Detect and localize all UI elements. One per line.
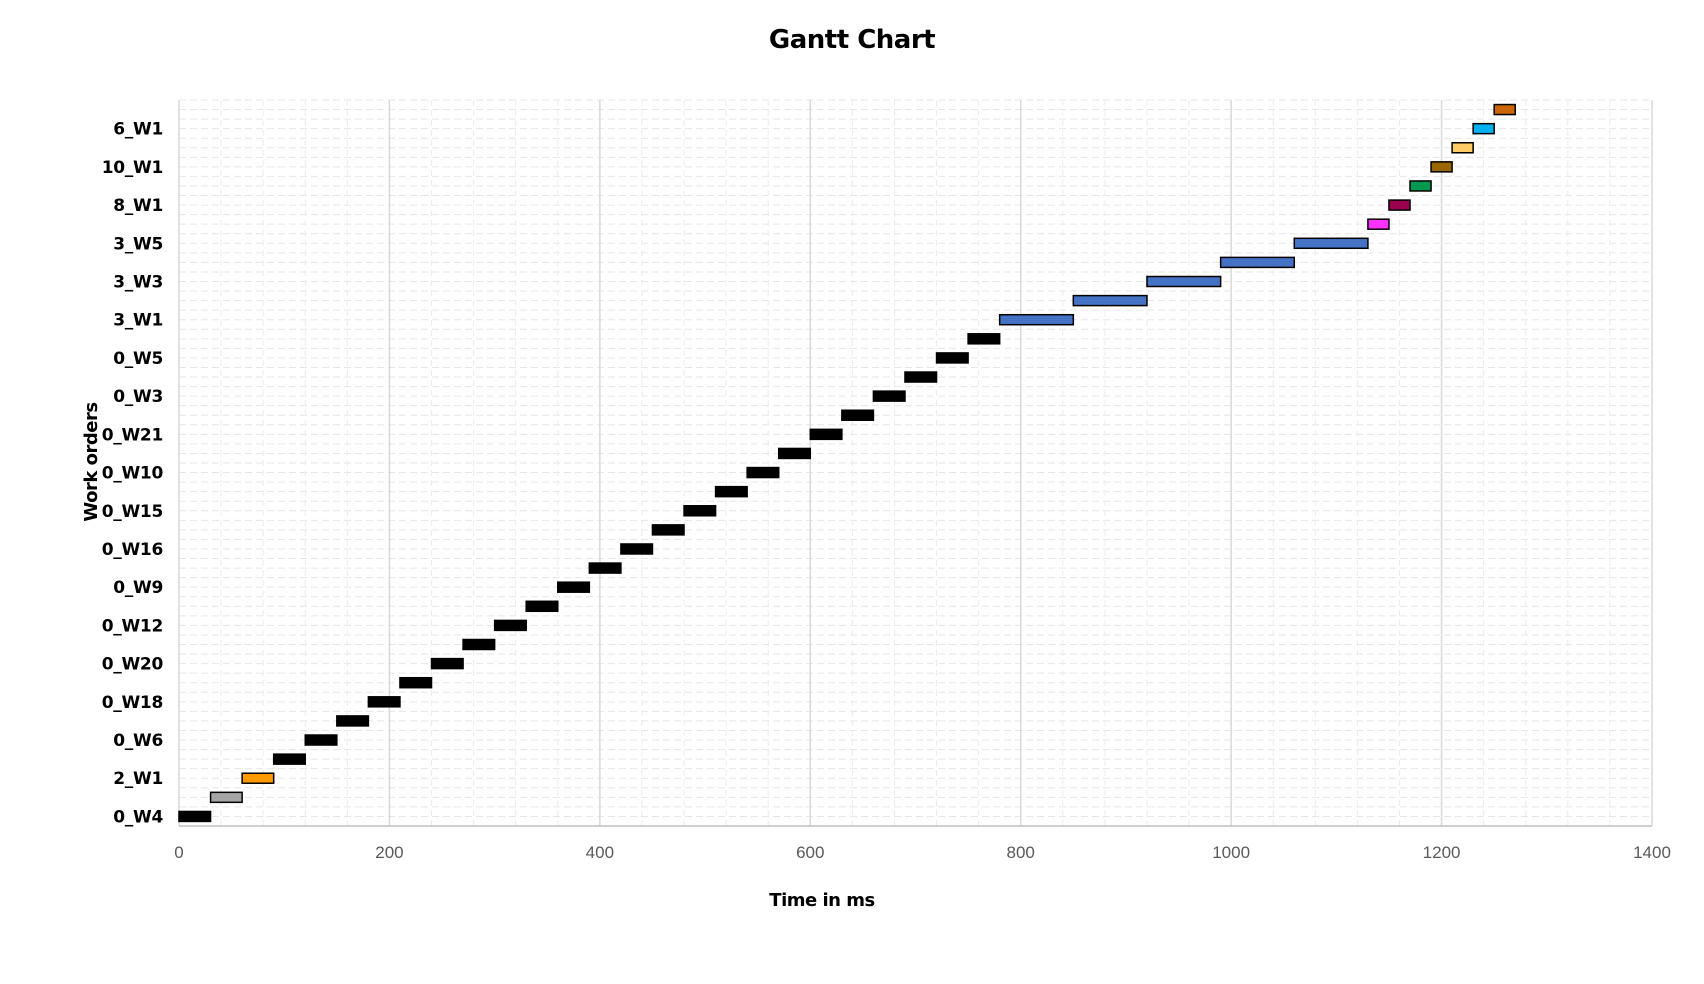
gantt-bar [430,657,464,670]
x-tick-label: 1400 [1633,843,1671,862]
gantt-bar [178,810,212,823]
gantt-bar [746,466,780,479]
x-tick-label: 1000 [1212,843,1250,862]
y-tick-label: 2_W1 [113,769,163,789]
y-tick-labels: 0_W4 2_W1 0_W6 0_W18 0_W20 0_W12 0_W9 0_W16 0_W1… [102,120,164,828]
gantt-bar [493,619,527,632]
gantt-bar [557,581,591,593]
y-tick-label: 3_W5 [113,234,163,254]
y-tick-label: 0_W10 [102,464,164,484]
gantt-bar [683,505,717,517]
y-tick-label: 6_W1 [113,120,163,140]
x-axis-title: Time in ms [769,890,874,911]
gantt-bar [904,371,938,383]
gantt-bar [588,562,622,574]
gantt-bar [272,753,307,765]
y-tick-label: 0_W3 [113,387,163,407]
gantt-bar [967,333,1001,345]
y-axis-title: Work orders [81,402,102,521]
gantt-bar [651,524,685,536]
gantt-bar [1472,122,1495,135]
y-tick-label: 10_W1 [102,158,163,178]
grid-layer [178,99,1653,827]
gantt-bar [399,676,433,689]
gantt-bar [1146,275,1222,288]
x-tick-label: 800 [1007,843,1035,862]
gantt-bar [998,313,1075,326]
gantt-bar [1409,180,1432,192]
gantt-bar [209,791,243,804]
gantt-bar [620,543,654,555]
y-tick-label: 3_W1 [113,311,163,331]
y-tick-label: 0_W18 [102,693,163,713]
gantt-bar [525,600,559,613]
gantt-bar [872,390,906,402]
gantt-bar [935,352,969,364]
x-tick-label: 600 [796,843,824,862]
chart-title: Gantt Chart [769,25,935,55]
gantt-bar [777,447,812,460]
gantt-bar [1367,218,1390,230]
gantt-bar [1430,161,1453,173]
gantt-bar [714,485,748,498]
gantt-bar [809,428,843,441]
gantt-bar [841,409,875,421]
gantt-bar [1451,142,1474,154]
gantt-bar [304,734,338,746]
x-tick-labels: 0 200 400 600 800 1000 1200 1400 [174,843,1671,862]
gantt-bar [462,638,496,651]
y-tick-label: 0_W4 [113,807,163,827]
x-tick-label: 1200 [1423,843,1461,862]
gantt-bar [1493,103,1516,116]
y-tick-label: 0_W9 [113,578,163,598]
x-tick-label: 400 [586,843,614,862]
y-tick-label: 0_W12 [102,616,163,636]
y-tick-label: 8_W1 [113,196,163,216]
y-tick-label: 0_W16 [102,540,163,560]
x-tick-label: 0 [174,843,183,862]
gantt-bar [1072,294,1148,307]
y-tick-label: 3_W3 [113,273,163,293]
y-tick-label: 0_W5 [113,349,163,369]
gantt-bar [1388,199,1411,211]
gantt-bar [241,772,275,784]
y-tick-label: 0_W20 [102,655,164,675]
y-tick-label: 0_W15 [102,502,163,522]
bar-layer [178,103,1516,823]
y-tick-label: 0_W6 [113,731,163,751]
y-tick-label: 0_W21 [102,425,163,445]
gantt-bar [1219,256,1296,269]
gantt-bar [1293,237,1369,250]
gantt-bar [367,696,401,708]
x-tick-label: 200 [375,843,403,862]
gantt-bar [336,715,370,727]
